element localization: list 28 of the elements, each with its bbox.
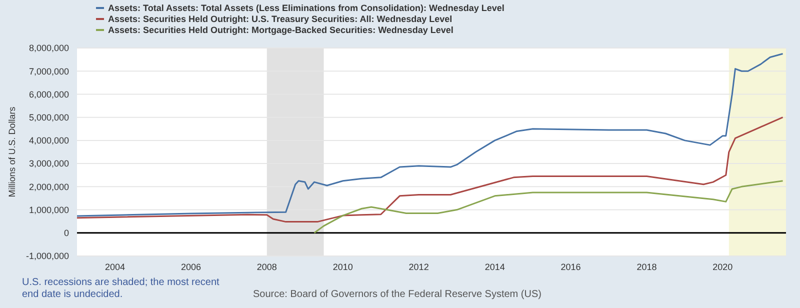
x-tick-label: 2006 (180, 262, 201, 272)
y-tick-label: -1,000,000 (26, 251, 69, 262)
x-tick-label: 2012 (408, 262, 429, 272)
y-tick-label: 2,000,000 (28, 182, 69, 192)
line-series (76, 53, 784, 217)
x-tick-label: 2016 (560, 262, 581, 272)
y-tick-label: 7,000,000 (28, 66, 69, 76)
x-tick-label: 2020 (712, 262, 733, 272)
legend-label: Assets: Securities Held Outright: Mortgage-Backed Securities: Wednesday Level (108, 25, 454, 36)
y-tick-label: 0 (64, 228, 69, 238)
y-axis-title: Millions of U.S. Dollars (7, 106, 17, 198)
y-tick-label: 1,000,000 (28, 204, 69, 215)
line-series (76, 116, 784, 223)
line-series (314, 180, 784, 234)
legend-label: Assets: Securities Held Outright: U.S. Treasury Securities: All: Wednesday Level (108, 14, 452, 24)
x-tick-label: 2008 (256, 262, 277, 272)
y-tick-label: 3,000,000 (28, 158, 69, 169)
x-tick-label: 2014 (484, 262, 505, 272)
y-tick-label: 4,000,000 (28, 136, 69, 146)
text: U.S. recessions are shaded; the most recent end date is undecided. (22, 277, 220, 300)
legend-label: Assets: Total Assets: Total Assets (Less Eliminations from Consolidation): Wednesday Level (108, 3, 504, 14)
source-note: Source: Board of Governors of the Federal Reserve System (US) (253, 289, 542, 300)
x-tick-label: 2004 (104, 262, 125, 272)
x-tick-label: 2018 (636, 262, 657, 272)
y-tick-label: 5,000,000 (28, 112, 69, 122)
x-tick-label: 2010 (332, 262, 353, 272)
y-tick-label: 6,000,000 (28, 89, 69, 100)
y-tick-label: 8,000,000 (28, 43, 69, 54)
